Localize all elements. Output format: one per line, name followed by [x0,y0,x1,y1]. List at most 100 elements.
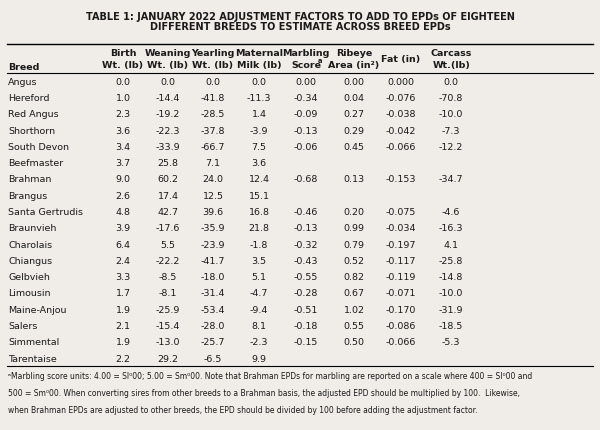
Text: Carcass: Carcass [431,49,472,58]
Text: Ribeye: Ribeye [336,49,372,58]
Text: 0.29: 0.29 [343,126,365,135]
Text: 9.0: 9.0 [115,175,131,184]
Text: -0.071: -0.071 [386,289,416,298]
Text: 39.6: 39.6 [202,208,224,217]
Text: Birth: Birth [110,49,136,58]
Text: 12.4: 12.4 [249,175,270,184]
Text: -34.7: -34.7 [439,175,463,184]
Text: 0.55: 0.55 [343,321,365,330]
Text: South Devon: South Devon [8,143,70,151]
Text: -0.68: -0.68 [294,175,318,184]
Text: -66.7: -66.7 [201,143,225,151]
Text: 0.82: 0.82 [343,273,365,282]
Text: 3.7: 3.7 [115,159,131,168]
Text: -7.3: -7.3 [442,126,460,135]
Text: Breed: Breed [8,63,40,72]
Text: -0.042: -0.042 [386,126,416,135]
Text: 0.00: 0.00 [296,77,317,86]
Text: -10.0: -10.0 [439,289,463,298]
Text: Gelbvieh: Gelbvieh [8,273,50,282]
Text: -15.4: -15.4 [156,321,180,330]
Text: 6.4: 6.4 [115,240,131,249]
Text: 3.9: 3.9 [115,224,131,233]
Text: -4.7: -4.7 [250,289,268,298]
Text: Chiangus: Chiangus [8,256,53,265]
Text: DIFFERENT BREEDS TO ESTIMATE ACROSS BREED EPDs: DIFFERENT BREEDS TO ESTIMATE ACROSS BREE… [149,22,451,31]
Text: Maternal: Maternal [235,49,283,58]
Text: Beefmaster: Beefmaster [8,159,64,168]
Text: 4.8: 4.8 [115,208,131,217]
Text: 3.5: 3.5 [251,256,267,265]
Text: 4.1: 4.1 [444,240,459,249]
Text: -0.066: -0.066 [386,143,416,151]
Text: 0.0: 0.0 [205,77,221,86]
Text: -0.06: -0.06 [294,143,318,151]
Text: 0.20: 0.20 [343,208,365,217]
Text: 8.1: 8.1 [252,321,266,330]
Text: 16.8: 16.8 [249,208,270,217]
Text: 21.8: 21.8 [249,224,270,233]
Text: 1.02: 1.02 [343,305,365,314]
Text: Angus: Angus [8,77,38,86]
Text: 12.5: 12.5 [203,191,223,200]
Text: Shorthorn: Shorthorn [8,126,56,135]
Text: 500 = Sm⁰00. When converting sires from other breeds to a Brahman basis, the adj: 500 = Sm⁰00. When converting sires from … [8,388,520,397]
Text: 1.4: 1.4 [252,110,266,119]
Text: -33.9: -33.9 [155,143,181,151]
Text: -35.9: -35.9 [201,224,225,233]
Text: 0.0: 0.0 [115,77,131,86]
Text: -9.4: -9.4 [250,305,268,314]
Text: -0.55: -0.55 [294,273,318,282]
Text: -23.9: -23.9 [201,240,225,249]
Text: -18.0: -18.0 [201,273,225,282]
Text: -53.4: -53.4 [201,305,225,314]
Text: -19.2: -19.2 [156,110,180,119]
Text: Limousin: Limousin [8,289,51,298]
Text: 2.6: 2.6 [115,191,131,200]
Text: a: a [317,58,322,63]
Text: Score: Score [291,61,321,70]
Text: -25.9: -25.9 [156,305,180,314]
Text: 7.5: 7.5 [252,143,266,151]
Text: 0.04: 0.04 [343,94,365,103]
Text: 25.8: 25.8 [158,159,179,168]
Text: Wt. (lb): Wt. (lb) [148,61,188,70]
Text: -0.18: -0.18 [294,321,318,330]
Text: Wt. (lb): Wt. (lb) [193,61,233,70]
Text: -0.32: -0.32 [294,240,318,249]
Text: Wt.(lb): Wt.(lb) [432,61,470,70]
Text: -17.6: -17.6 [156,224,180,233]
Text: -31.4: -31.4 [201,289,225,298]
Text: -0.119: -0.119 [386,273,416,282]
Text: -0.46: -0.46 [294,208,318,217]
Text: 1.0: 1.0 [115,94,131,103]
Text: Santa Gertrudis: Santa Gertrudis [8,208,83,217]
Text: -3.9: -3.9 [250,126,268,135]
Text: when Brahman EPDs are adjusted to other breeds, the EPD should be divided by 100: when Brahman EPDs are adjusted to other … [8,405,478,414]
Text: 24.0: 24.0 [203,175,223,184]
Text: 3.4: 3.4 [115,143,131,151]
Text: 1.7: 1.7 [115,289,131,298]
Text: Brahman: Brahman [8,175,52,184]
Text: ᵃMarbling score units: 4.00 = SI⁰00; 5.00 = Sm⁰00. Note that Brahman EPDs for ma: ᵃMarbling score units: 4.00 = SI⁰00; 5.0… [8,371,533,380]
Text: 42.7: 42.7 [158,208,179,217]
Text: -0.34: -0.34 [294,94,318,103]
Text: -22.2: -22.2 [156,256,180,265]
Text: Weaning: Weaning [145,49,191,58]
Text: Hereford: Hereford [8,94,50,103]
Text: 2.4: 2.4 [115,256,131,265]
Text: 0.27: 0.27 [343,110,365,119]
Text: -37.8: -37.8 [201,126,225,135]
Text: TABLE 1: JANUARY 2022 ADJUSTMENT FACTORS TO ADD TO EPDs OF EIGHTEEN: TABLE 1: JANUARY 2022 ADJUSTMENT FACTORS… [86,12,514,22]
Text: -8.1: -8.1 [159,289,177,298]
Text: 0.45: 0.45 [343,143,365,151]
Text: -28.0: -28.0 [201,321,225,330]
Text: 29.2: 29.2 [158,354,179,363]
Text: 0.52: 0.52 [343,256,365,265]
Text: -0.066: -0.066 [386,338,416,347]
Text: -41.8: -41.8 [201,94,225,103]
Text: -0.086: -0.086 [386,321,416,330]
Text: -0.43: -0.43 [294,256,318,265]
Text: -25.8: -25.8 [439,256,463,265]
Text: -13.0: -13.0 [156,338,180,347]
